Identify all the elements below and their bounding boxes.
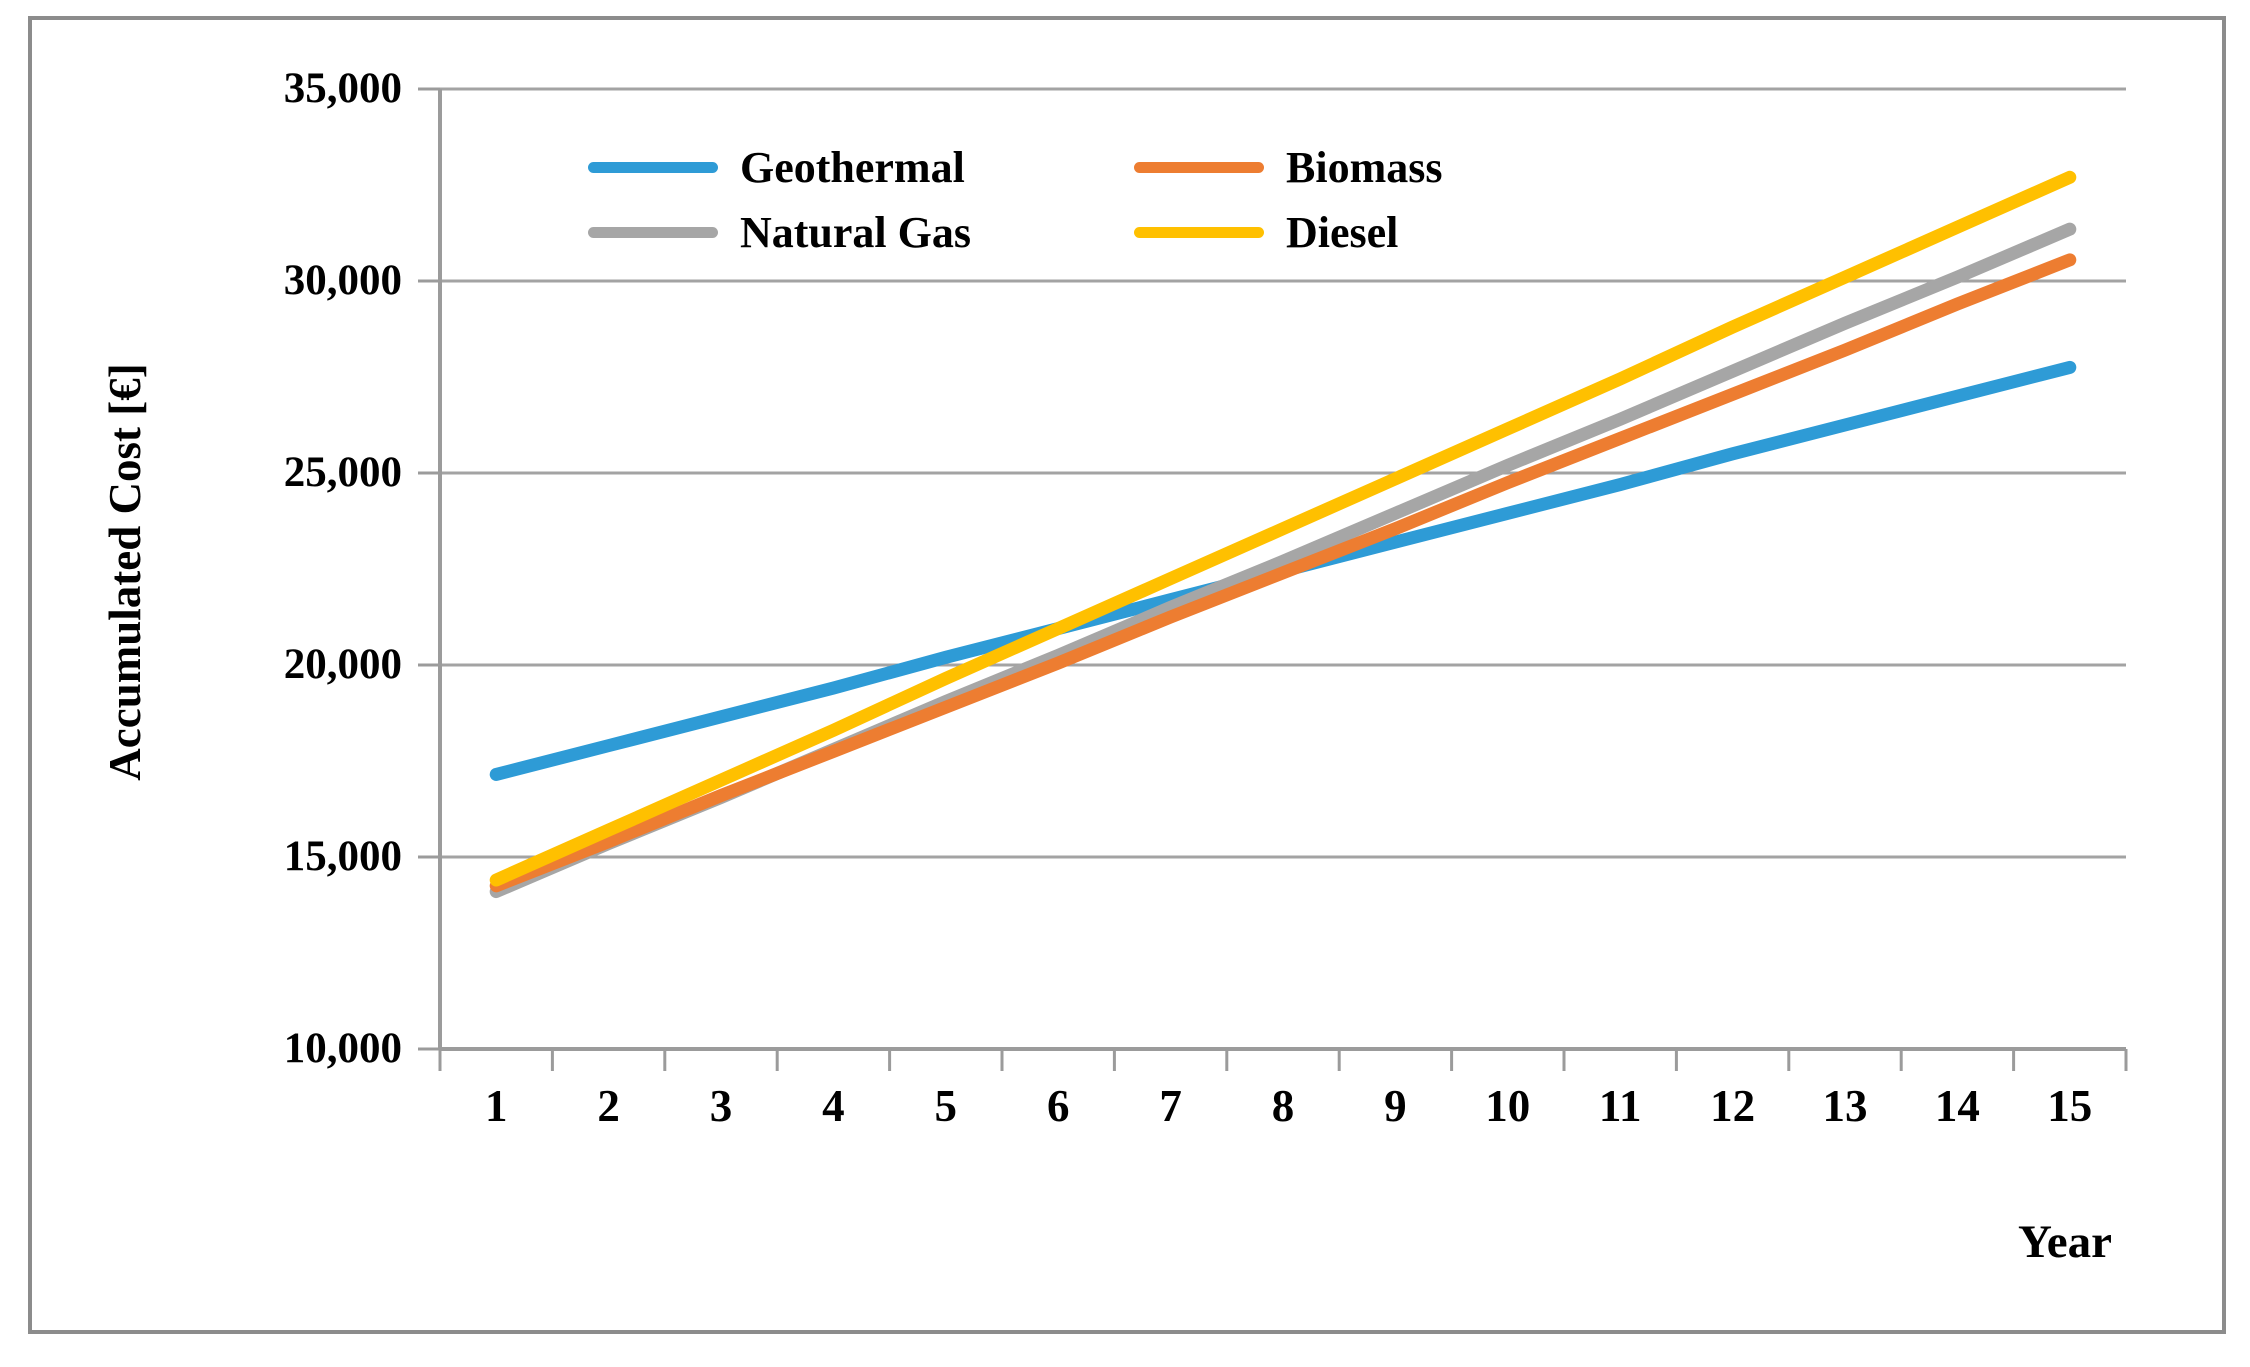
x-tick-label-13: 13 <box>1822 1081 1868 1131</box>
legend-item-natural-gas: Natural Gas <box>588 203 971 261</box>
x-tick-label-14: 14 <box>1934 1081 1980 1131</box>
y-tick-label-25000: 25,000 <box>283 449 402 496</box>
y-tick-label-10000: 10,000 <box>283 1025 402 1072</box>
y-axis-title: Accumulated Cost [€] <box>100 363 150 781</box>
legend-item-diesel: Diesel <box>1134 203 1398 261</box>
biomass-line-swatch <box>1134 161 1264 173</box>
x-axis-title: Year <box>2018 1216 2112 1268</box>
x-tick-label-8: 8 <box>1271 1081 1295 1131</box>
x-tick-label-10: 10 <box>1485 1081 1531 1131</box>
x-tick-label-5: 5 <box>934 1081 958 1131</box>
legend-item-geothermal: Geothermal <box>588 138 965 196</box>
x-tick-label-2: 2 <box>597 1081 620 1131</box>
x-tick-label-15: 15 <box>2047 1081 2093 1131</box>
geothermal-line-swatch <box>588 161 718 173</box>
x-tick-label-3: 3 <box>709 1081 733 1131</box>
x-tick-label-6: 6 <box>1046 1081 1070 1131</box>
series-line-diesel <box>489 170 2077 887</box>
legend-label-geothermal: Geothermal <box>740 142 965 192</box>
legend-label-diesel: Diesel <box>1286 207 1399 257</box>
y-tick-label-20000: 20,000 <box>283 641 402 688</box>
x-tick-label-1: 1 <box>484 1081 508 1131</box>
x-tick-label-11: 11 <box>1598 1081 1642 1131</box>
y-tick-label-15000: 15,000 <box>283 833 402 880</box>
y-tick-label-30000: 30,000 <box>283 257 402 304</box>
x-tick-label-7: 7 <box>1159 1081 1182 1131</box>
chart-border-frame <box>28 16 2226 1334</box>
x-tick-label-4: 4 <box>822 1081 845 1131</box>
x-tick-label-9: 9 <box>1384 1081 1407 1131</box>
legend-label-biomass: Biomass <box>1286 142 1443 192</box>
legend-item-biomass: Biomass <box>1134 138 1442 196</box>
natural-gas-line-swatch <box>588 226 718 238</box>
series-line-biomass <box>489 253 2077 893</box>
x-tick-label-12: 12 <box>1710 1081 1756 1131</box>
legend-label-natural-gas: Natural Gas <box>740 207 971 257</box>
diesel-line-swatch <box>1134 226 1264 238</box>
y-tick-label-35000: 35,000 <box>283 65 402 112</box>
